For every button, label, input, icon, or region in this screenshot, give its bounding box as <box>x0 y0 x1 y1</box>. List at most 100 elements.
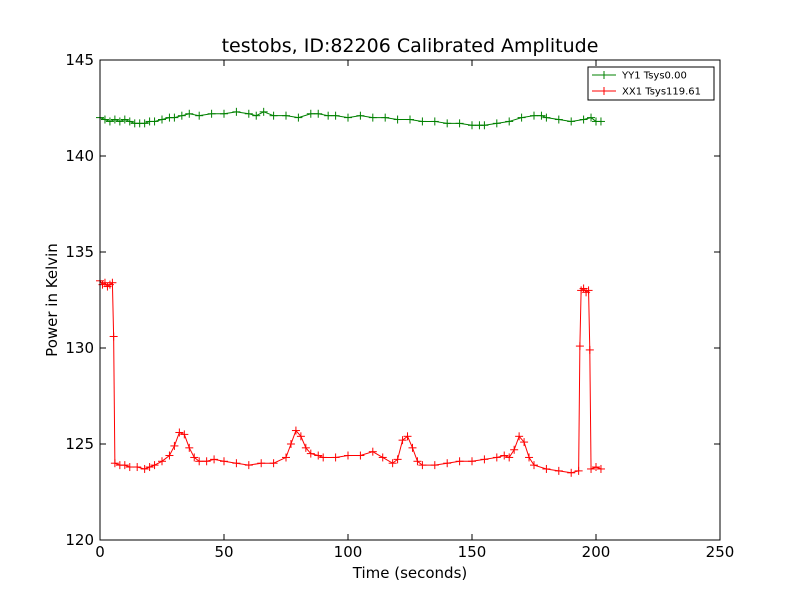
data-point-marker <box>232 107 241 116</box>
data-point-marker <box>356 111 365 120</box>
data-point-marker <box>520 438 529 447</box>
data-point-marker <box>393 455 402 464</box>
data-point-marker <box>291 426 300 435</box>
y-tick-label: 135 <box>65 243 94 261</box>
data-point-marker <box>468 121 476 130</box>
legend-item: XX1 Tsys119.61 <box>592 87 701 98</box>
data-point-marker <box>296 432 305 441</box>
data-point-marker <box>505 117 514 126</box>
legend-items: YY1 Tsys0.00 XX1 Tsys119.61 <box>592 71 701 98</box>
data-point-marker <box>314 451 323 460</box>
data-point-marker <box>150 117 159 126</box>
x-tick-label: 150 <box>458 543 487 561</box>
data-point-marker <box>418 461 427 470</box>
chart-title: testobs, ID:82206 Calibrated Amplitude <box>222 35 599 57</box>
data-point-marker <box>252 111 261 120</box>
data-point-marker <box>443 459 452 468</box>
data-point-marker <box>542 113 551 122</box>
data-point-marker <box>232 459 241 468</box>
x-tick-label: 100 <box>334 543 363 561</box>
data-point-marker <box>195 111 204 120</box>
x-tick-label: 200 <box>582 543 611 561</box>
x-tick-label: 0 <box>95 543 105 561</box>
data-point-marker <box>177 111 186 120</box>
data-point-marker <box>115 117 124 126</box>
data-point-marker <box>306 449 315 458</box>
data-point-marker <box>596 464 605 473</box>
data-point-marker <box>314 109 323 118</box>
data-point-marker <box>175 428 184 437</box>
data-point-marker <box>150 461 159 470</box>
data-point-marker <box>110 115 119 124</box>
x-tick-label: 50 <box>214 543 233 561</box>
data-point-marker <box>554 115 563 124</box>
y-tick-label: 120 <box>65 531 94 549</box>
legend: YY1 Tsys0.00 XX1 Tsys119.61 <box>587 66 715 101</box>
data-point-marker <box>202 457 211 466</box>
data-point-marker <box>145 463 154 472</box>
data-point-marker <box>109 332 118 341</box>
x-tick-label: 250 <box>706 543 735 561</box>
data-point-marker <box>530 461 538 470</box>
data-point-marker <box>282 453 290 462</box>
data-point-marker <box>388 459 397 468</box>
data-point-marker <box>505 453 514 462</box>
data-point-marker <box>480 455 489 464</box>
x-axis-ticks: 0 50 100 150 200 250 <box>95 60 734 561</box>
data-point-marker <box>195 457 204 466</box>
data-point-marker <box>344 451 352 460</box>
data-point-marker <box>413 457 422 466</box>
data-point-marker <box>579 115 588 124</box>
data-point-marker <box>378 453 387 462</box>
data-point-marker <box>125 463 134 472</box>
data-point-marker <box>567 468 576 477</box>
data-point-marker <box>381 113 390 122</box>
data-point-marker <box>306 109 315 118</box>
data-point-marker <box>125 117 134 126</box>
data-point-marker <box>108 278 117 287</box>
data-point-marker <box>430 461 439 470</box>
y-tick-label: 145 <box>65 51 94 69</box>
data-point-marker <box>368 447 377 456</box>
data-point-marker <box>585 345 594 354</box>
data-point-marker <box>110 459 119 468</box>
data-point-marker <box>133 463 142 472</box>
data-point-marker <box>319 453 328 462</box>
data-point-marker <box>220 457 228 466</box>
data-point-marker <box>220 109 228 118</box>
data-point-marker <box>406 115 414 124</box>
data-point-marker <box>592 463 600 472</box>
y-tick-label: 140 <box>65 147 94 165</box>
data-point-marker <box>165 451 174 460</box>
legend-label: XX1 Tsys119.61 <box>622 87 701 98</box>
legend-item: YY1 Tsys0.00 <box>592 71 687 82</box>
data-point-marker <box>282 111 290 120</box>
data-point-marker <box>443 119 452 128</box>
data-point-marker <box>468 457 476 466</box>
data-point-marker <box>567 117 576 126</box>
data-point-marker <box>140 119 149 128</box>
data-point-marker <box>294 113 303 122</box>
data-point-marker <box>120 461 129 470</box>
data-point-marker <box>244 461 253 470</box>
data-point-marker <box>259 107 268 116</box>
x-axis-label: Time (seconds) <box>352 564 468 582</box>
data-point-marker <box>185 109 194 118</box>
data-point-marker <box>515 432 524 441</box>
data-point-marker <box>244 109 253 118</box>
data-point-marker <box>190 453 199 462</box>
data-point-marker <box>398 436 407 445</box>
data-point-marker <box>286 440 295 448</box>
data-point-marker <box>269 111 278 120</box>
data-point-marker <box>525 453 534 462</box>
data-point-marker <box>455 457 464 466</box>
data-point-marker <box>120 115 129 124</box>
data-point-marker <box>510 445 519 454</box>
data-point-marker <box>185 443 194 452</box>
data-point-marker <box>403 432 412 441</box>
data-point-marker <box>158 457 166 466</box>
y-axis-ticks: 120 125 130 135 140 145 <box>65 51 720 549</box>
data-point-marker <box>587 464 596 473</box>
data-point-marker <box>331 111 340 120</box>
data-point-marker <box>180 430 189 439</box>
